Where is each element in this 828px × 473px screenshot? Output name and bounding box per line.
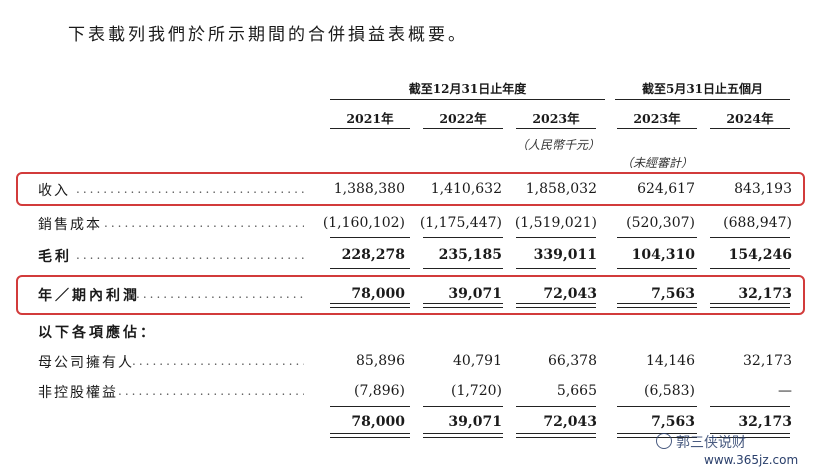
subtotal-rule bbox=[516, 268, 596, 269]
subtotal-rule bbox=[710, 406, 790, 407]
row-label-attributable-to: 以下各項應佔： bbox=[38, 325, 157, 341]
total-double-rule bbox=[330, 433, 410, 438]
group-header-five-months: 截至5月31日止五個月 bbox=[641, 82, 764, 96]
row-label-profit-for-period: 年／期內利潤 bbox=[38, 288, 140, 304]
unit-label: （人民幣千元） bbox=[515, 138, 600, 152]
cell-revenue-5m-2023: 624,617 bbox=[637, 181, 695, 197]
cell-revenue-2023: 1,858,032 bbox=[525, 181, 597, 197]
subtotal-rule bbox=[423, 268, 503, 269]
row-label-non-controlling-interests: 非控股權益 bbox=[38, 385, 118, 401]
subtotal-rule bbox=[516, 406, 596, 407]
revenue-highlight-box bbox=[16, 172, 805, 206]
year-header: 2023年 bbox=[633, 111, 681, 126]
total-double-rule bbox=[617, 303, 697, 308]
watermark-logo-icon bbox=[656, 433, 672, 449]
cell-cost-5m-2023: (520,307) bbox=[626, 215, 695, 231]
cell-owners-2021: 85,896 bbox=[356, 353, 405, 369]
cell-nci-2022: (1,720) bbox=[450, 383, 502, 399]
subtotal-rule bbox=[330, 406, 410, 407]
row-label-gross-profit: 毛利 bbox=[38, 249, 72, 265]
year-header-rule bbox=[423, 128, 503, 129]
cell-nci-2021: (7,896) bbox=[353, 383, 405, 399]
leader-dots: ........................................… bbox=[136, 287, 304, 301]
year-header-rule bbox=[710, 128, 790, 129]
year-header-rule bbox=[330, 128, 410, 129]
cell-gross-2022: 235,185 bbox=[438, 247, 502, 263]
watermark-brand: 郭三侠说财 bbox=[656, 432, 746, 452]
cell-profit-2022: 39,071 bbox=[448, 286, 502, 302]
cell-total-2023: 72,043 bbox=[543, 414, 597, 430]
leader-dots: ........................................… bbox=[76, 182, 304, 196]
subtotal-rule bbox=[617, 268, 697, 269]
subtotal-rule bbox=[516, 237, 596, 238]
year-header-rule bbox=[516, 128, 596, 129]
subtotal-rule bbox=[423, 406, 503, 407]
subtotal-rule bbox=[423, 237, 503, 238]
leader-dots: ........................................… bbox=[118, 384, 304, 398]
leader-dots: ........................................… bbox=[104, 216, 304, 230]
group-header-full-year: 截至12月31日止年度 bbox=[408, 82, 527, 96]
cell-gross-5m-2024: 154,246 bbox=[728, 247, 792, 263]
year-header: 2024年 bbox=[726, 111, 774, 126]
year-header-rule bbox=[617, 128, 697, 129]
cell-total-2022: 39,071 bbox=[448, 414, 502, 430]
total-double-rule bbox=[330, 303, 410, 308]
cell-cost-2022: (1,175,447) bbox=[419, 215, 502, 231]
cell-gross-2023: 339,011 bbox=[533, 247, 597, 263]
cell-cost-2023: (1,519,021) bbox=[514, 215, 597, 231]
cell-total-2021: 78,000 bbox=[351, 414, 405, 430]
cell-cost-5m-2024: (688,947) bbox=[723, 215, 792, 231]
group-header-rule bbox=[615, 99, 790, 100]
total-double-rule bbox=[710, 433, 790, 438]
year-header: 2022年 bbox=[439, 111, 487, 126]
cell-owners-2022: 40,791 bbox=[453, 353, 502, 369]
row-label-revenue: 收入 bbox=[38, 183, 70, 199]
cell-owners-5m-2024: 32,173 bbox=[743, 353, 792, 369]
cell-owners-5m-2023: 14,146 bbox=[646, 353, 695, 369]
subtotal-rule bbox=[617, 237, 697, 238]
cell-revenue-2022: 1,410,632 bbox=[430, 181, 502, 197]
cell-revenue-2021: 1,388,380 bbox=[333, 181, 405, 197]
total-double-rule bbox=[516, 433, 596, 438]
cell-profit-5m-2024: 32,173 bbox=[738, 286, 792, 302]
leader-dots: ........................................… bbox=[132, 354, 304, 368]
total-double-rule bbox=[423, 433, 503, 438]
cell-nci-5m-2023: (6,583) bbox=[643, 383, 695, 399]
cell-total-5m-2024: 32,173 bbox=[738, 414, 792, 430]
cell-nci-5m-2024: — bbox=[778, 383, 792, 399]
subtotal-rule bbox=[330, 237, 410, 238]
cell-cost-2021: (1,160,102) bbox=[322, 215, 405, 231]
profit-highlight-box bbox=[16, 275, 805, 315]
cell-revenue-5m-2024: 843,193 bbox=[734, 181, 792, 197]
row-label-owners-of-parent: 母公司擁有人 bbox=[38, 355, 134, 371]
subtotal-rule bbox=[330, 268, 410, 269]
total-double-rule bbox=[423, 303, 503, 308]
cell-owners-2023: 66,378 bbox=[548, 353, 597, 369]
subtotal-rule bbox=[710, 268, 790, 269]
cell-profit-2021: 78,000 bbox=[351, 286, 405, 302]
leader-dots: ........................................… bbox=[76, 248, 304, 262]
group-header-rule bbox=[330, 99, 605, 100]
year-header: 2023年 bbox=[532, 111, 580, 126]
cell-profit-2023: 72,043 bbox=[543, 286, 597, 302]
total-double-rule bbox=[710, 303, 790, 308]
subtotal-rule bbox=[710, 237, 790, 238]
cell-profit-5m-2023: 7,563 bbox=[651, 286, 695, 302]
unaudited-label: （未經審計） bbox=[620, 156, 693, 170]
cell-total-5m-2023: 7,563 bbox=[651, 414, 695, 430]
table-intro: 下表載列我們於所示期間的合併損益表概要。 bbox=[68, 25, 468, 45]
subtotal-rule bbox=[617, 406, 697, 407]
cell-nci-2023: 5,665 bbox=[556, 383, 597, 399]
row-label-cost-of-sales: 銷售成本 bbox=[38, 217, 102, 233]
cell-gross-2021: 228,278 bbox=[341, 247, 405, 263]
total-double-rule bbox=[516, 303, 596, 308]
watermark-url: www.365jz.com bbox=[704, 453, 799, 467]
watermark-brand-text: 郭三侠说财 bbox=[676, 435, 746, 451]
year-header: 2021年 bbox=[346, 111, 394, 126]
cell-gross-5m-2023: 104,310 bbox=[631, 247, 695, 263]
